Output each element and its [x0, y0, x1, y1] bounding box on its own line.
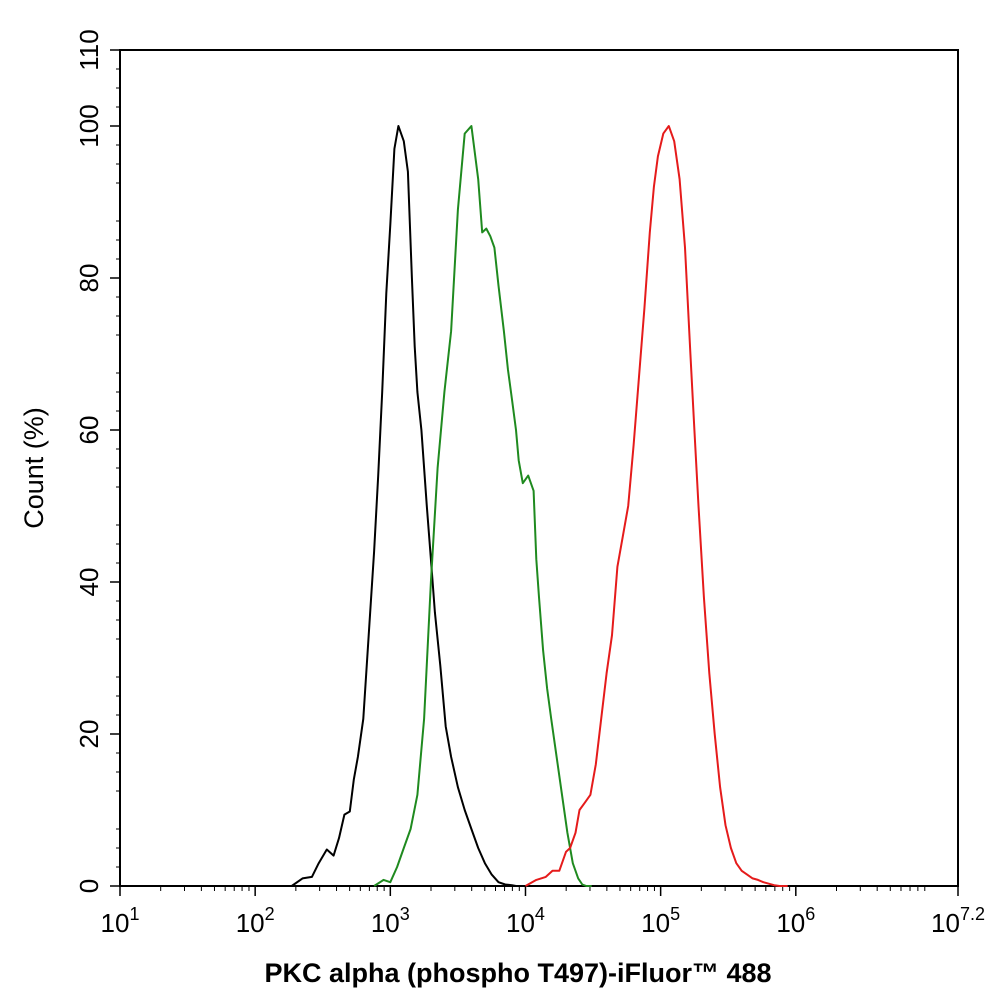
x-tick-base-3: 10 [506, 908, 535, 938]
x-tick-exp-0: 1 [129, 904, 139, 924]
x-major-ticks: 101 102 103 104 105 106 107.2 [101, 886, 985, 938]
y-tick-label-0: 0 [74, 879, 104, 893]
x-tick-label-5: 106 [776, 904, 815, 938]
series-line-red [525, 125, 788, 887]
x-tick-base-6: 10 [931, 908, 960, 938]
y-tick-label-1: 20 [74, 720, 104, 749]
x-tick-label-2: 103 [371, 904, 410, 938]
x-tick-base-5: 10 [776, 908, 805, 938]
series-line-black [291, 125, 517, 887]
x-tick-label-6: 107.2 [931, 904, 985, 938]
x-tick-label-3: 104 [506, 904, 545, 938]
y-tick-label-5: 100 [74, 104, 104, 147]
x-tick-label-0: 101 [101, 904, 140, 938]
y-tick-label-6: 110 [74, 29, 104, 70]
x-tick-label-4: 105 [641, 904, 680, 938]
x-tick-exp-4: 5 [670, 904, 680, 924]
y-tick-label-2: 40 [74, 568, 104, 597]
x-tick-exp-5: 6 [805, 904, 815, 924]
x-axis-title: PKC alpha (phospho T497)-iFluor™ 488 [264, 958, 771, 988]
series-line-green [373, 125, 592, 887]
series-layer [291, 125, 788, 887]
x-tick-base-4: 10 [641, 908, 670, 938]
y-minor-ticks [116, 68, 120, 868]
x-tick-exp-6: 7.2 [960, 904, 985, 924]
x-tick-base-1: 10 [236, 908, 265, 938]
x-tick-exp-2: 3 [400, 904, 410, 924]
y-tick-label-4: 80 [74, 264, 104, 293]
x-tick-exp-3: 4 [535, 904, 545, 924]
y-tick-label-3: 60 [74, 416, 104, 445]
x-tick-base-2: 10 [371, 908, 400, 938]
y-major-ticks: 0 20 40 60 80 100 110 [74, 29, 120, 893]
plot-frame [119, 49, 959, 887]
x-tick-label-1: 102 [236, 904, 275, 938]
x-minor-ticks [160, 886, 926, 891]
x-tick-base-0: 10 [101, 908, 130, 938]
y-axis-title: Count (%) [19, 407, 49, 529]
x-tick-exp-1: 2 [265, 904, 275, 924]
